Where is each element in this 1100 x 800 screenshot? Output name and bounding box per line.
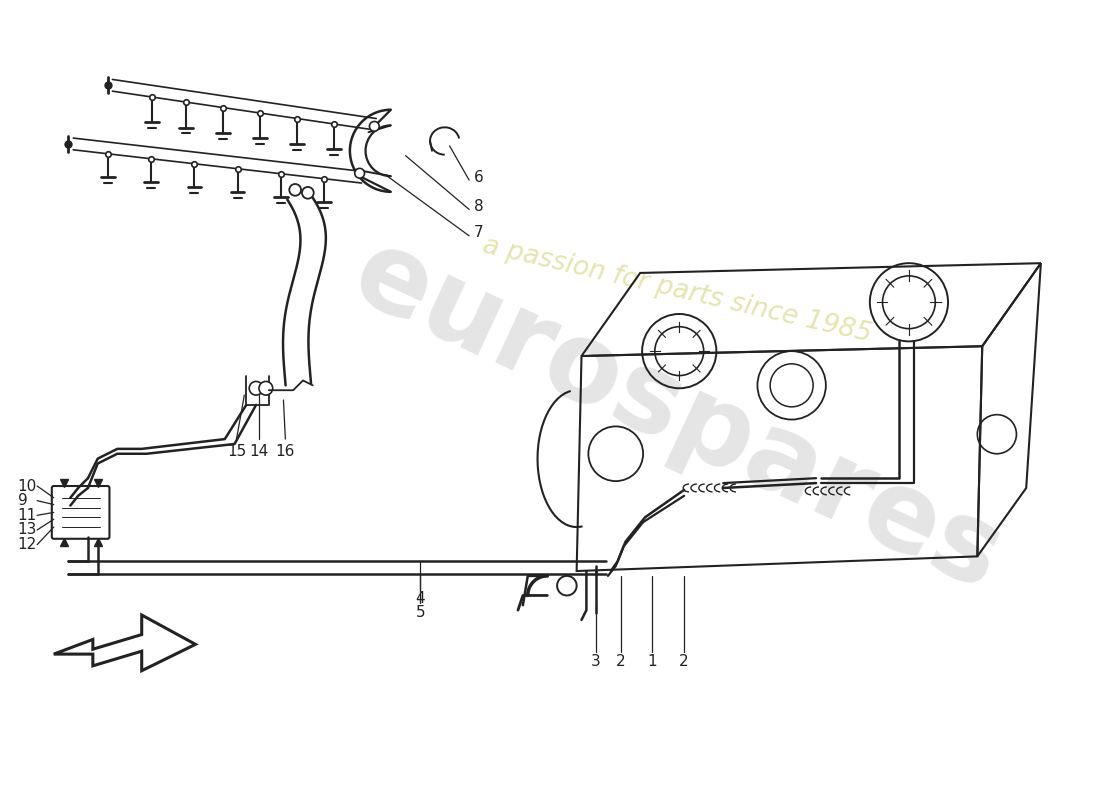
Circle shape bbox=[557, 576, 576, 595]
Text: 2: 2 bbox=[680, 654, 689, 669]
Text: 15: 15 bbox=[227, 444, 246, 459]
Circle shape bbox=[355, 168, 364, 178]
Text: 11: 11 bbox=[18, 508, 36, 523]
Text: 6: 6 bbox=[474, 170, 484, 185]
Text: 10: 10 bbox=[18, 478, 36, 494]
Text: 16: 16 bbox=[276, 444, 295, 459]
Circle shape bbox=[289, 184, 301, 196]
Text: 9: 9 bbox=[18, 493, 28, 508]
Text: 8: 8 bbox=[474, 199, 484, 214]
Text: 4: 4 bbox=[416, 590, 425, 606]
Text: eurospares: eurospares bbox=[337, 218, 1019, 613]
Text: 2: 2 bbox=[616, 654, 626, 669]
Text: 3: 3 bbox=[592, 654, 601, 669]
Text: 14: 14 bbox=[250, 444, 268, 459]
Circle shape bbox=[258, 382, 273, 395]
Circle shape bbox=[250, 382, 263, 395]
Circle shape bbox=[302, 187, 313, 198]
Text: a passion for parts since 1985: a passion for parts since 1985 bbox=[481, 233, 874, 348]
Text: 12: 12 bbox=[18, 537, 36, 552]
Text: 13: 13 bbox=[18, 522, 37, 538]
Text: 1: 1 bbox=[647, 654, 657, 669]
Circle shape bbox=[370, 122, 379, 131]
Text: 7: 7 bbox=[474, 226, 484, 240]
Text: 5: 5 bbox=[416, 606, 425, 620]
